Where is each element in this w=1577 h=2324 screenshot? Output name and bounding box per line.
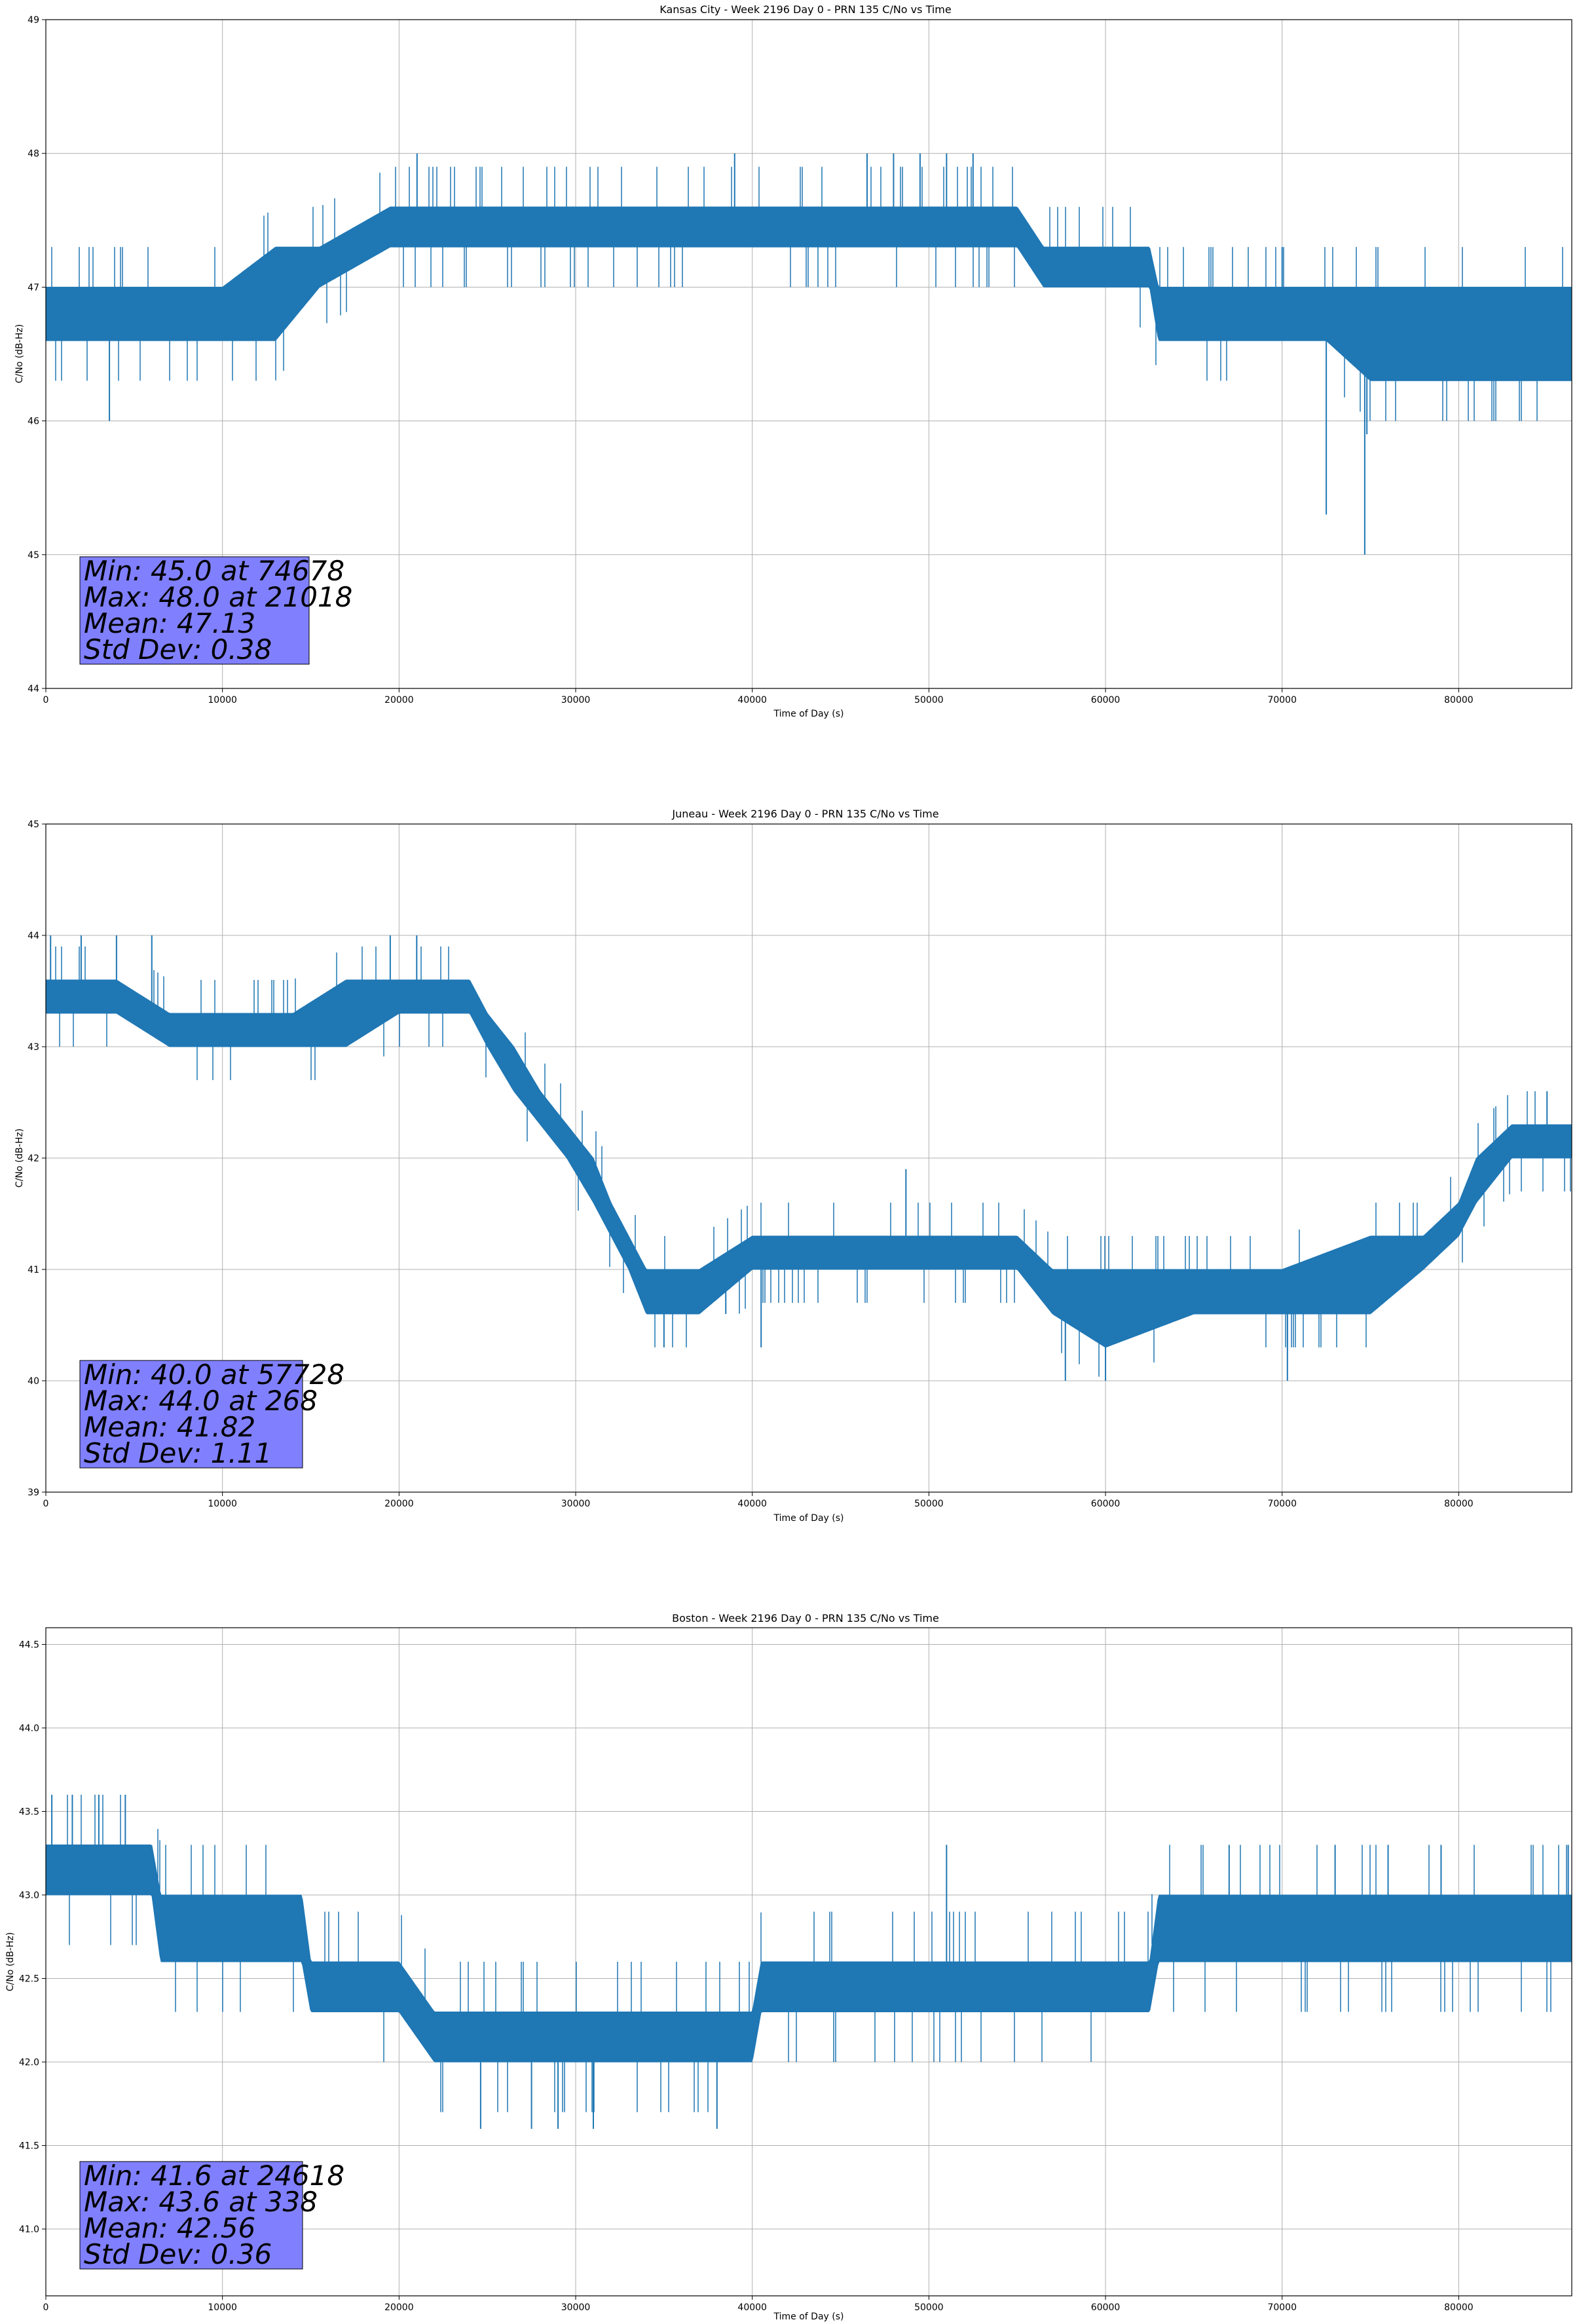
x-tick-label: 50000 — [914, 1499, 944, 1509]
stats-std-dev: Std Dev: 0.38 — [84, 633, 272, 665]
y-tick-label: 41.5 — [19, 2141, 39, 2152]
y-axis-label: C/No (dB-Hz) — [5, 1932, 16, 1991]
x-tick-label: 40000 — [737, 1499, 767, 1509]
stats-mean: Mean: 47.13 — [84, 607, 255, 639]
x-tick-label: 70000 — [1267, 695, 1297, 705]
y-tick-label: 44 — [28, 684, 39, 694]
x-tick-label: 10000 — [208, 1499, 237, 1509]
y-tick-label: 40 — [28, 1376, 39, 1387]
stats-box: Min: 45.0 at 74678 Max: 48.0 at 21018 Me… — [79, 555, 352, 665]
stats-box-background — [79, 1360, 303, 1469]
y-tick-label: 42.0 — [19, 2057, 39, 2068]
stats-mean: Mean: 41.82 — [84, 1411, 255, 1443]
panel-kansas-city: Kansas City - Week 2196 Day 0 - PRN 135 … — [14, 3, 1572, 719]
x-tick-label: 60000 — [1091, 1499, 1121, 1509]
y-tick-label: 45 — [28, 550, 39, 561]
y-tick-label: 43.0 — [19, 1890, 39, 1901]
x-tick-label: 0 — [43, 695, 49, 705]
y-tick-label: 48 — [28, 149, 39, 159]
cno-series-noise — [51, 166, 1563, 421]
stats-max: Max: 48.0 at 21018 — [84, 581, 352, 613]
stats-min: Min: 41.6 at 24618 — [84, 2160, 344, 2192]
cno-series-noise — [67, 1795, 1567, 2112]
y-tick-label: 43 — [28, 1042, 39, 1053]
panel-juneau: Juneau - Week 2196 Day 0 - PRN 135 C/No … — [14, 808, 1572, 1524]
chart-title: Juneau - Week 2196 Day 0 - PRN 135 C/No … — [671, 808, 938, 820]
stats-box: Min: 40.0 at 57728 Max: 44.0 at 268 Mean… — [79, 1359, 344, 1469]
y-tick-label: 47 — [28, 282, 39, 293]
y-axis-label: C/No (dB-Hz) — [14, 1129, 25, 1188]
x-axis-label: Time of Day (s) — [773, 1513, 844, 1524]
stats-box: Min: 41.6 at 24618 Max: 43.6 at 338 Mean… — [79, 2160, 344, 2270]
stats-max: Max: 43.6 at 338 — [84, 2186, 318, 2218]
chart-title: Boston - Week 2196 Day 0 - PRN 135 C/No … — [672, 1612, 939, 1624]
x-tick-label: 20000 — [384, 2302, 414, 2313]
stats-min: Min: 45.0 at 74678 — [84, 555, 344, 587]
y-tick-label: 43.5 — [19, 1807, 39, 1818]
x-tick-label: 60000 — [1091, 695, 1121, 705]
x-tick-label: 40000 — [737, 695, 767, 705]
y-tick-label: 44.0 — [19, 1723, 39, 1734]
y-tick-label: 49 — [28, 15, 39, 26]
y-tick-label: 44 — [28, 931, 39, 941]
stats-std-dev: Std Dev: 1.11 — [84, 1437, 272, 1469]
cno-series-band — [45, 1845, 1572, 2063]
x-tick-label: 40000 — [737, 2302, 767, 2313]
x-axis-label: Time of Day (s) — [773, 2312, 844, 2322]
x-tick-label: 50000 — [914, 695, 944, 705]
stats-box-background — [79, 556, 310, 665]
x-tick-label: 70000 — [1267, 2302, 1297, 2313]
cno-series-band — [45, 206, 1572, 381]
x-tick-label: 30000 — [561, 2302, 591, 2313]
y-tick-label: 42 — [28, 1153, 39, 1164]
x-tick-label: 0 — [43, 1499, 49, 1509]
y-tick-label: 46 — [28, 417, 39, 427]
x-tick-label: 20000 — [384, 1499, 414, 1509]
stats-mean: Mean: 42.56 — [84, 2212, 255, 2244]
cno-series-noise — [55, 946, 1571, 1377]
cno-series-band — [45, 979, 1572, 1348]
x-tick-label: 80000 — [1444, 695, 1474, 705]
panel-boston: Boston - Week 2196 Day 0 - PRN 135 C/No … — [5, 1612, 1572, 2322]
plot-frame — [45, 19, 1572, 689]
stats-min: Min: 40.0 at 57728 — [84, 1359, 344, 1391]
x-tick-label: 10000 — [208, 695, 237, 705]
x-tick-label: 80000 — [1444, 1499, 1474, 1509]
x-tick-label: 30000 — [561, 1499, 591, 1509]
y-tick-label: 42.5 — [19, 1974, 39, 1985]
x-tick-label: 50000 — [914, 2302, 944, 2313]
chart-title: Kansas City - Week 2196 Day 0 - PRN 135 … — [659, 3, 951, 16]
stats-box-background — [79, 2161, 303, 2270]
y-tick-label: 45 — [28, 819, 39, 830]
x-tick-label: 60000 — [1091, 2302, 1121, 2313]
y-axis-label: C/No (dB-Hz) — [14, 324, 25, 383]
y-tick-label: 39 — [28, 1488, 39, 1498]
plot-frame — [45, 1627, 1572, 2296]
x-tick-label: 30000 — [561, 695, 591, 705]
x-tick-label: 80000 — [1444, 2302, 1474, 2313]
stats-std-dev: Std Dev: 0.36 — [84, 2238, 272, 2270]
x-tick-label: 20000 — [384, 695, 414, 705]
x-tick-label: 10000 — [208, 2302, 237, 2313]
x-tick-label: 0 — [43, 2302, 49, 2313]
x-tick-label: 70000 — [1267, 1499, 1297, 1509]
y-tick-label: 44.5 — [19, 1640, 39, 1651]
x-axis-label: Time of Day (s) — [773, 709, 844, 719]
y-tick-label: 41 — [28, 1265, 39, 1275]
y-tick-label: 41.0 — [19, 2224, 39, 2235]
stats-max: Max: 44.0 at 268 — [84, 1385, 318, 1417]
